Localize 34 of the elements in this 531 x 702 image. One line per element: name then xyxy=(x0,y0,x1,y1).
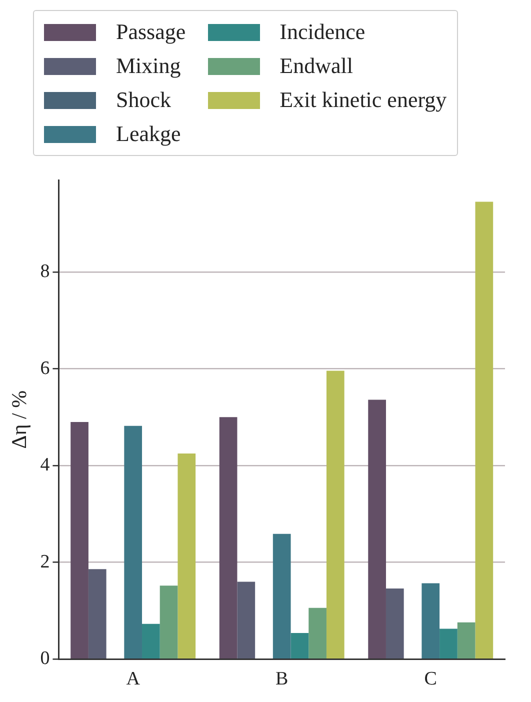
bar xyxy=(326,370,344,659)
x-tick-label: C xyxy=(424,668,437,690)
bar xyxy=(475,202,494,659)
bar xyxy=(142,624,160,659)
bar xyxy=(290,633,309,659)
bar xyxy=(70,422,88,659)
y-tick-label: 4 xyxy=(40,454,50,476)
bar xyxy=(237,582,256,659)
bar xyxy=(272,534,291,659)
y-axis-title: Δη / % xyxy=(7,390,32,449)
bar xyxy=(178,453,196,659)
legend-label: Incidence xyxy=(280,19,366,45)
legend-label: Shock xyxy=(116,87,171,113)
y-tick-label: 6 xyxy=(40,358,50,379)
legend-label: Mixing xyxy=(116,53,181,79)
legend-label: Passage xyxy=(116,19,186,45)
y-tick-label: 8 xyxy=(40,260,50,282)
bar xyxy=(457,622,476,659)
legend-label: Leakge xyxy=(116,121,181,147)
y-tick-label: 2 xyxy=(40,551,50,572)
x-tick-label: A xyxy=(126,668,140,690)
x-tick-label: B xyxy=(276,668,288,690)
bar xyxy=(308,608,326,659)
legend-label: Endwall xyxy=(280,53,353,79)
bar xyxy=(88,569,106,659)
bar xyxy=(422,583,440,659)
bar xyxy=(219,417,238,659)
bar xyxy=(160,586,178,659)
bar xyxy=(124,426,142,659)
legend-label: Exit kinetic energy xyxy=(280,87,447,113)
bar xyxy=(440,628,458,659)
y-tick-label: 0 xyxy=(40,648,50,670)
bar xyxy=(386,588,404,659)
bar xyxy=(368,400,386,659)
